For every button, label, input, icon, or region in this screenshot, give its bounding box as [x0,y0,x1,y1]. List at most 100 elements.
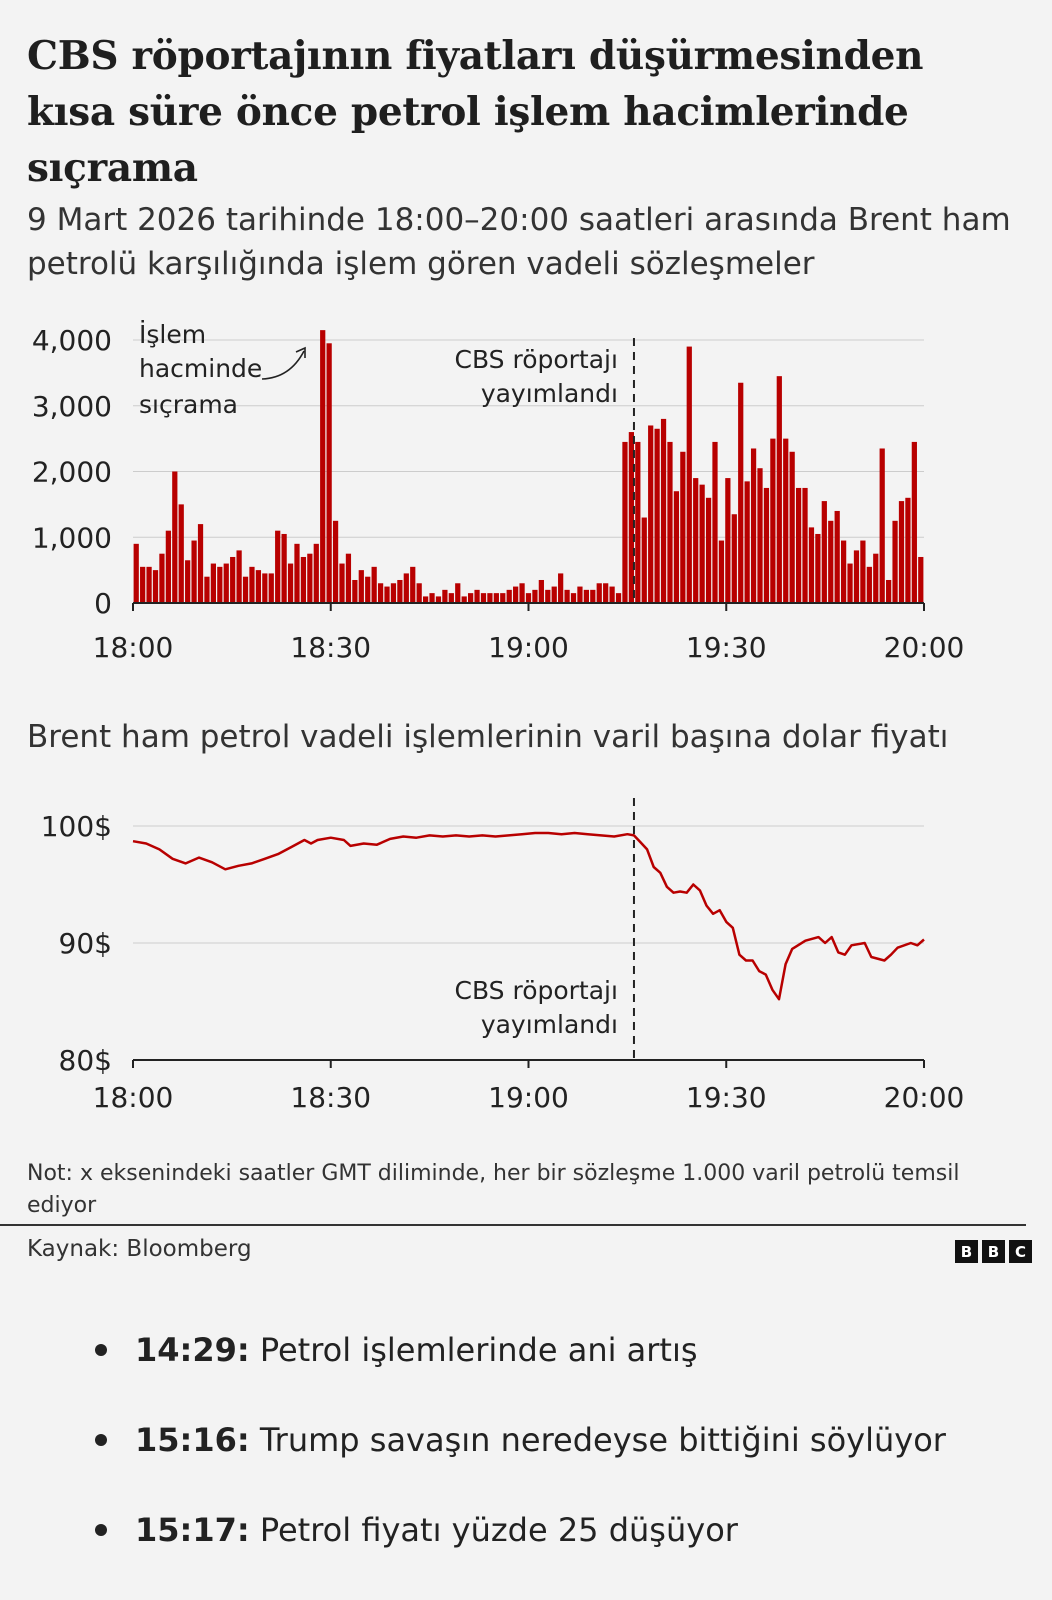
volume-bar [326,343,332,603]
logo-letter: B [955,1240,978,1263]
volume-bar [448,593,454,603]
x-tick-label: 20:00 [884,1081,965,1114]
volume-bar [815,533,821,603]
volume-bar [577,586,583,603]
annotation-text: sıçrama [139,390,238,419]
volume-bar [590,589,596,603]
volume-bar [197,524,204,603]
volume-bar [332,520,339,603]
annotation-text: CBS röportajı [454,345,617,374]
volume-bar [390,583,397,603]
volume-bar [480,593,487,603]
volume-bar [358,570,364,603]
volume-bar [667,441,673,603]
volume-bar [853,550,860,603]
volume-bar [795,487,802,603]
volume-bar [172,471,178,603]
volume-bar [725,478,731,603]
volume-bar [705,497,712,603]
volume-bar [551,586,557,603]
volume-bar [892,520,898,603]
volume-bar [255,570,262,603]
volume-bar [300,556,307,603]
volume-bar [455,583,461,603]
event-item: 15:17: Petrol fiyatı yüzde 25 düşüyor [95,1510,946,1550]
volume-bar [750,448,757,603]
volume-bar [828,520,834,603]
volume-bar [365,576,371,603]
y-tick-label: 90$ [59,927,112,960]
volume-bar [847,563,853,603]
volume-bar [918,556,924,603]
bbc-logo: B B C [955,1240,1032,1263]
x-tick-label: 18:00 [93,1081,174,1114]
bullet-icon [95,1434,107,1446]
volume-bar [808,527,815,603]
volume-bar [628,432,635,603]
x-tick-label: 18:00 [93,631,174,664]
volume-bar [506,589,512,603]
volume-bar [268,573,274,603]
event-list: 14:29: Petrol işlemlerinde ani artış 15:… [95,1330,946,1600]
arrow-head-icon [295,346,306,358]
volume-bar [185,560,191,603]
volume-bar [834,510,840,603]
volume-bar [403,573,409,603]
volume-bar [442,589,448,603]
volume-bar [307,553,313,603]
volume-bar [673,491,680,603]
volume-bar [886,579,892,603]
volume-bar [776,376,782,603]
volume-bar [493,593,499,603]
volume-bar [635,441,641,603]
volume-bar [397,579,403,603]
volume-bar [191,540,197,603]
annotation-text: İşlem [139,320,206,349]
event-item: 14:29: Petrol işlemlerinde ani artış [95,1330,946,1370]
volume-bar [866,566,872,603]
volume-bar [513,586,519,603]
bullet-icon [95,1524,107,1536]
volume-bar [911,441,917,603]
volume-bar [236,550,242,603]
volume-bar [770,438,776,603]
volume-bar [287,563,294,603]
volume-bar [558,573,564,603]
annotation-text: yayımlandı [481,1010,618,1039]
volume-bar [487,593,493,603]
divider [0,1224,1026,1226]
event-time: 15:16: [135,1421,250,1459]
volume-bar [352,579,358,603]
volume-bar [294,543,300,603]
volume-bar [204,576,210,603]
volume-bar [140,566,146,603]
volume-bar [275,530,281,603]
volume-bar [371,566,377,603]
volume-bar [757,468,763,603]
footnote: Not: x eksenindeki saatler GMT diliminde… [27,1161,960,1218]
logo-letter: C [1009,1240,1032,1263]
y-tick-label: 4,000 [32,324,112,357]
volume-bar [429,593,435,603]
volume-bar [435,596,442,603]
volume-bar [680,451,686,603]
volume-bar [133,543,139,603]
y-tick-label: 100$ [41,810,112,843]
volume-bar [641,517,647,603]
volume-bar [461,596,467,603]
volume-bar-chart: 0 1,000 2,000 3,000 4,000 18:00 18:30 19:00 19:3… [32,320,965,664]
x-tick-label: 19:00 [488,1081,569,1114]
volume-bar [731,514,737,603]
y-tick-label: 3,000 [32,390,112,423]
volume-bar [377,583,384,603]
event-time: 14:29: [135,1331,250,1369]
volume-bar [345,553,352,603]
volume-bar [422,596,429,603]
volume-bar [570,593,577,603]
volume-bar [281,533,287,603]
volume-bar [249,566,255,603]
volume-bar [500,593,506,603]
volume-bar [763,487,770,603]
volume-bar [339,563,345,603]
y-tick-label: 80$ [59,1044,112,1077]
